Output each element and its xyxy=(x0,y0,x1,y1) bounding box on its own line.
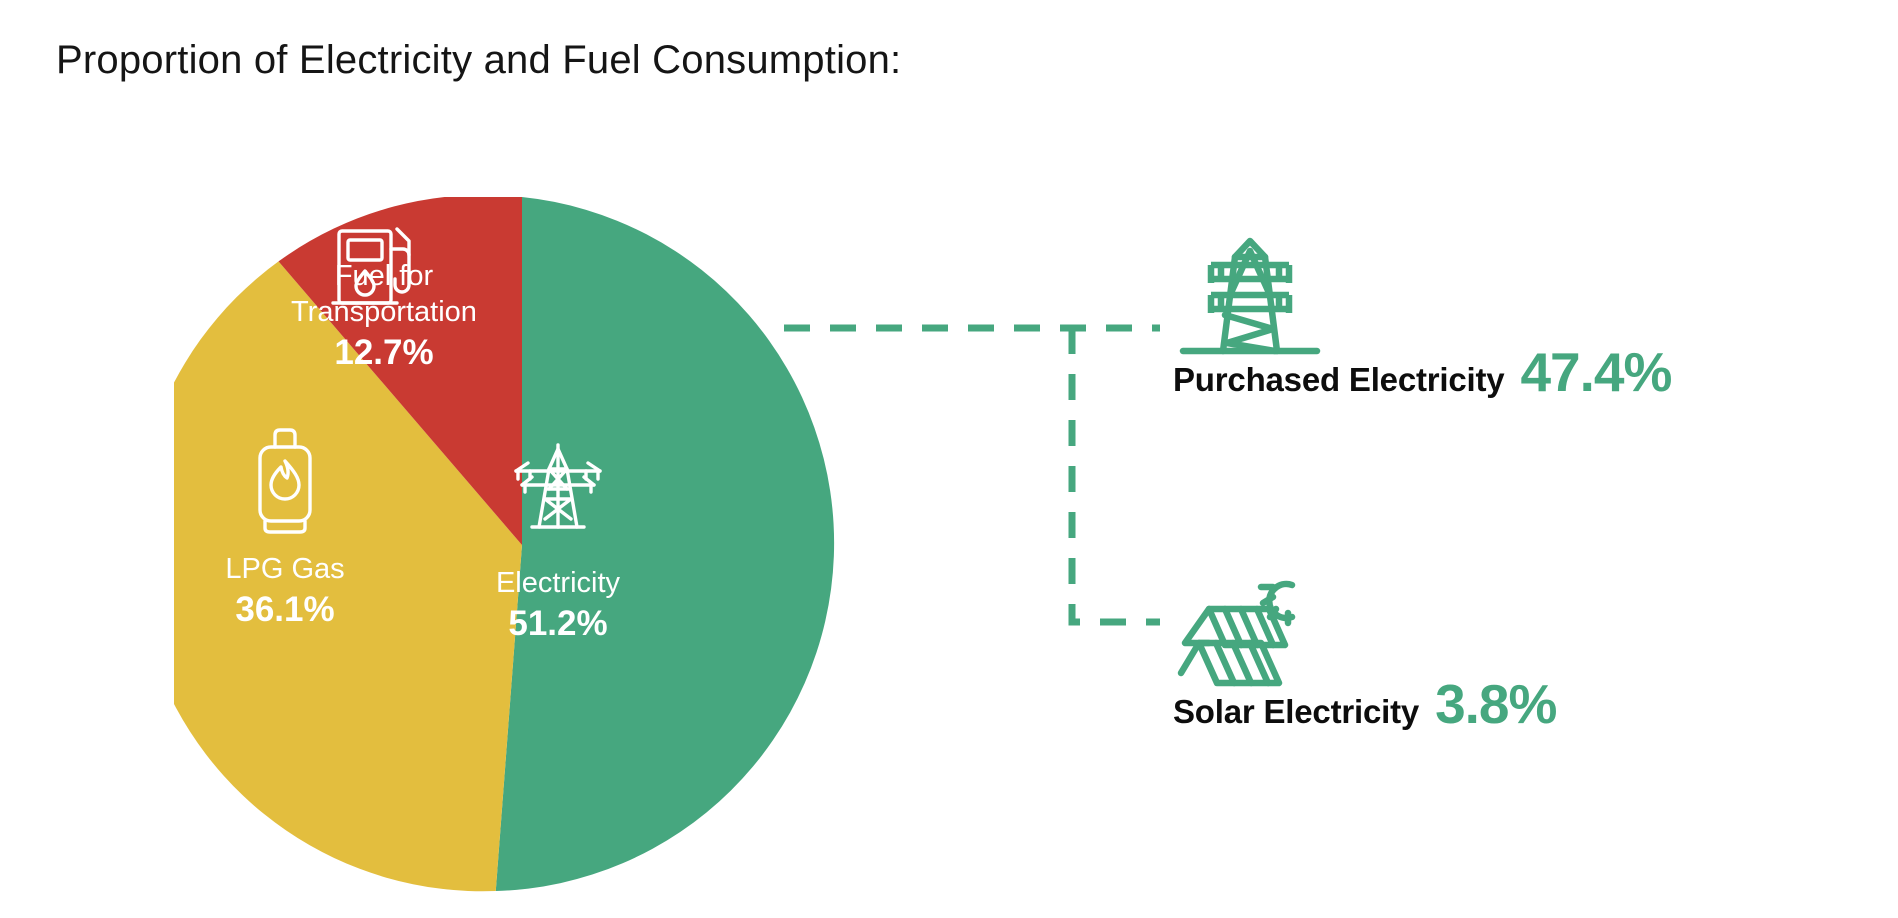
callout-solar-value: 3.8% xyxy=(1435,673,1557,735)
callout-solar-electricity[interactable]: Solar Electricity 3.8% xyxy=(1173,565,1557,732)
callout-purchased-value: 47.4% xyxy=(1520,341,1672,403)
solar-panel-icon xyxy=(1175,565,1325,695)
callout-purchased-row: Purchased Electricity 47.4% xyxy=(1173,341,1672,403)
pie-chart: Electricity 51.2% LPG Gas 36.1% xyxy=(174,197,870,893)
page-title: Proportion of Electricity and Fuel Consu… xyxy=(56,38,902,82)
callout-purchased-electricity[interactable]: Purchased Electricity 47.4% xyxy=(1173,233,1672,400)
callout-solar-row: Solar Electricity 3.8% xyxy=(1173,673,1557,735)
pie-slice-lpg-gas[interactable] xyxy=(174,261,522,892)
power-pylon-icon xyxy=(1175,233,1325,363)
connector-line-solar xyxy=(1068,328,1160,626)
pie-slice-electricity[interactable] xyxy=(495,197,835,892)
pie-chart-svg: Electricity 51.2% LPG Gas 36.1% xyxy=(174,197,835,892)
connector-lines xyxy=(784,324,1160,626)
callout-purchased-label: Purchased Electricity xyxy=(1173,361,1505,398)
callout-solar-label: Solar Electricity xyxy=(1173,693,1420,730)
